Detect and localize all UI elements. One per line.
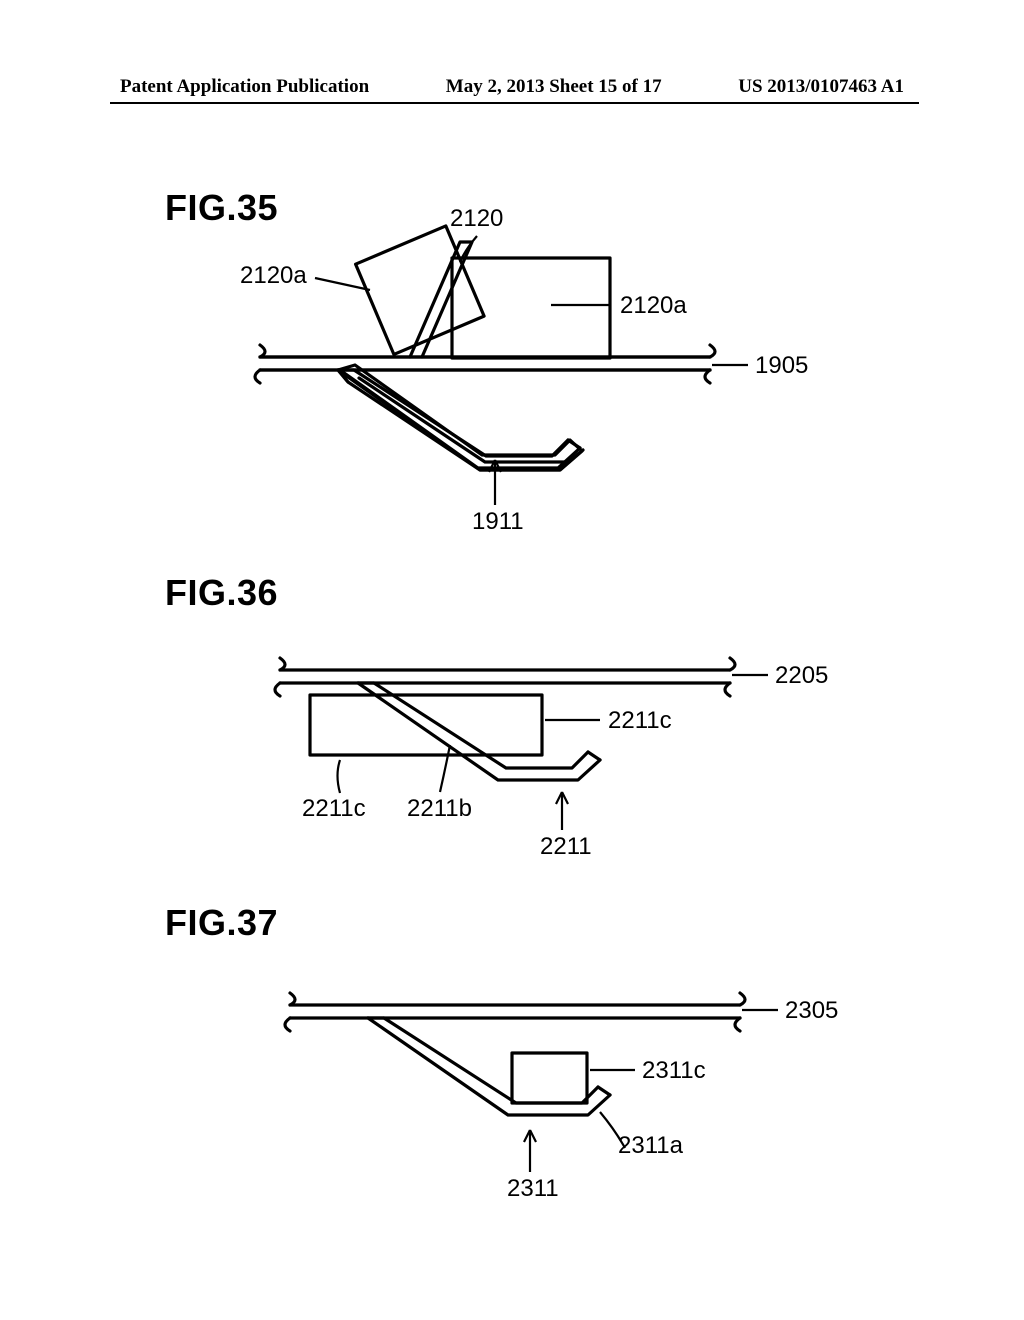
patent-page: Patent Application Publication May 2, 20… [0,0,1024,1320]
label-2311c: 2311c [642,1057,706,1085]
label-2311a: 2311a [618,1132,683,1160]
label-2311: 2311 [507,1175,559,1203]
label-2305: 2305 [785,997,838,1025]
fig37-leaders [0,0,1024,1300]
